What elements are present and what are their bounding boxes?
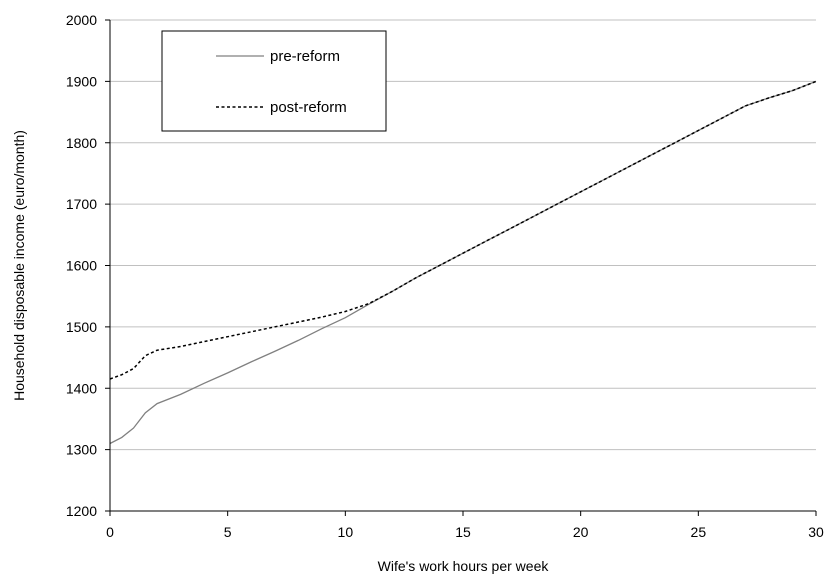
y-tick-label-1300: 1300 <box>66 442 97 458</box>
legend: pre-reform post-reform <box>161 30 387 132</box>
x-tick-label-20: 20 <box>573 524 589 540</box>
y-tick-label-1900: 1900 <box>66 73 97 89</box>
legend-box <box>161 30 387 132</box>
y-tick-label-1700: 1700 <box>66 196 97 212</box>
y-axis-title: Household disposable income (euro/month) <box>11 130 27 401</box>
series-line-pre-reform <box>109 80 817 445</box>
y-tick-label-1200: 1200 <box>66 503 97 519</box>
y-tick-label-1400: 1400 <box>66 380 97 396</box>
y-tick-label-1500: 1500 <box>66 319 97 335</box>
series-line-post-reform <box>109 80 817 380</box>
legend-label-pre-reform: pre-reform <box>270 48 340 65</box>
x-tick-label-30: 30 <box>808 524 824 540</box>
y-tick-label-1600: 1600 <box>66 258 97 274</box>
x-tick-label-0: 0 <box>106 524 114 540</box>
x-tick-label-25: 25 <box>691 524 707 540</box>
x-tick-label-5: 5 <box>224 524 232 540</box>
legend-label-post-reform: post-reform <box>270 99 347 116</box>
x-axis-title: Wife's work hours per week <box>378 558 550 574</box>
y-tick-label-2000: 2000 <box>66 12 97 28</box>
ticks: 1200 1300 1400 1500 1600 1700 1800 1900 2000 0 5 10… <box>66 12 824 540</box>
x-tick-label-10: 10 <box>338 524 354 540</box>
series-layer <box>109 80 817 445</box>
x-tick-label-15: 15 <box>455 524 471 540</box>
y-tick-label-1800: 1800 <box>66 135 97 151</box>
